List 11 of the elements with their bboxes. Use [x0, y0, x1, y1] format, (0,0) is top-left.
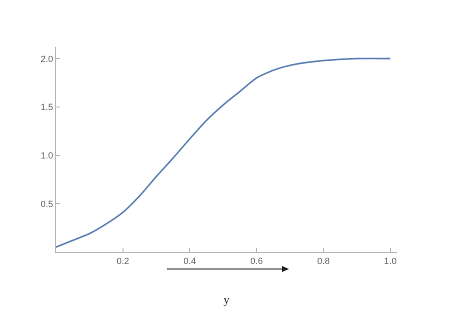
x-tick-label: 0.8	[317, 256, 330, 266]
y-tick-label: 1.0	[40, 150, 54, 160]
line-series	[56, 58, 392, 248]
x-tick-label: 0.4	[183, 256, 196, 266]
x-axis-title: y	[224, 292, 230, 307]
x-tick-label: 0.2	[116, 256, 130, 266]
y-tick-label: 1.5	[40, 102, 54, 112]
x-tick-label: 0.6	[250, 256, 263, 266]
x-tick-label: 1.0	[384, 256, 397, 266]
y-tick-label: 0.5	[40, 198, 54, 209]
y-tick-label: 2.0	[40, 54, 54, 64]
